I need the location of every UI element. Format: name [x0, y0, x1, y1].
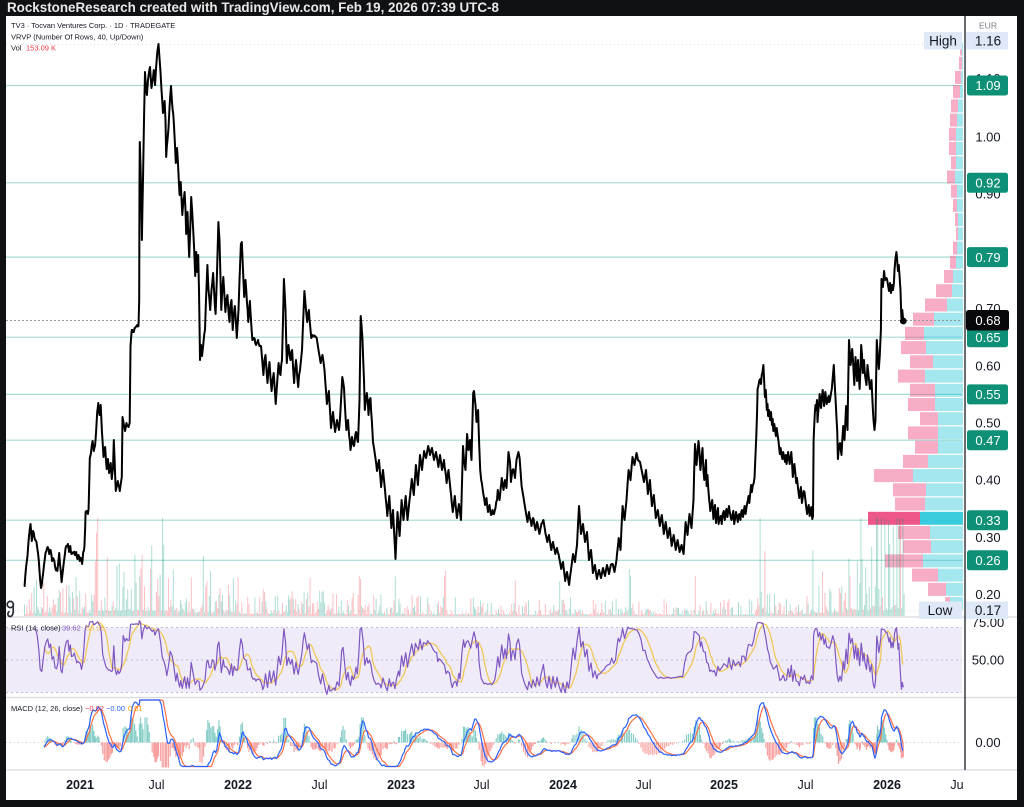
svg-text:Jul: Jul: [636, 778, 652, 792]
svg-text:153.09 K: 153.09 K: [26, 44, 56, 53]
svg-text:−0.00: −0.00: [106, 704, 125, 713]
svg-text:50.00: 50.00: [972, 653, 1005, 668]
svg-text:2026: 2026: [873, 778, 901, 792]
svg-text:High: High: [929, 34, 957, 49]
svg-text:2022: 2022: [224, 778, 252, 792]
svg-text:0.50: 0.50: [975, 416, 1000, 431]
svg-text:0.92: 0.92: [975, 175, 1000, 190]
svg-text:0.60: 0.60: [975, 358, 1000, 373]
svg-text:−0.02: −0.02: [85, 704, 104, 713]
svg-text:Low: Low: [928, 603, 953, 618]
svg-text:2023: 2023: [387, 778, 415, 792]
svg-text:Jul: Jul: [312, 778, 328, 792]
svg-text:0.65: 0.65: [975, 330, 1000, 345]
svg-text:0.26: 0.26: [975, 553, 1000, 568]
svg-text:0.30: 0.30: [975, 530, 1000, 545]
svg-text:MACD (12, 26, close): MACD (12, 26, close): [11, 704, 83, 713]
svg-text:0.17: 0.17: [975, 603, 1001, 618]
svg-text:0.01: 0.01: [128, 704, 143, 713]
svg-text:2024: 2024: [549, 778, 577, 792]
svg-text:2025: 2025: [710, 778, 738, 792]
svg-text:0.55: 0.55: [975, 387, 1000, 402]
svg-text:1.00: 1.00: [975, 130, 1000, 145]
svg-text:0.47: 0.47: [975, 433, 1000, 448]
svg-text:1.16: 1.16: [975, 34, 1001, 49]
svg-text:Ju: Ju: [950, 778, 963, 792]
svg-text:VRVP (Number Of Rows, 40, Up/D: VRVP (Number Of Rows, 40, Up/Down): [11, 33, 144, 42]
svg-text:RockstoneResearch created with: RockstoneResearch created with TradingVi…: [7, 0, 499, 15]
svg-text:Jul: Jul: [149, 778, 165, 792]
svg-text:EUR: EUR: [979, 21, 997, 31]
svg-text:TV3 · Tocvan Ventures Corp. ·: TV3 · Tocvan Ventures Corp. · 1D · TRADE…: [11, 21, 175, 30]
svg-text:0.20: 0.20: [975, 587, 1000, 602]
svg-text:RSI (14, close): RSI (14, close): [11, 624, 61, 633]
svg-text:Jul: Jul: [474, 778, 490, 792]
svg-text:39.62: 39.62: [62, 624, 81, 633]
svg-text:53.38: 53.38: [86, 624, 105, 633]
svg-text:Jul: Jul: [798, 778, 814, 792]
svg-text:0.00: 0.00: [975, 735, 1000, 750]
svg-text:0.33: 0.33: [975, 513, 1000, 528]
svg-text:0.79: 0.79: [975, 250, 1000, 265]
svg-text:Vol: Vol: [11, 44, 22, 53]
svg-text:2021: 2021: [66, 778, 94, 792]
svg-text:0.68: 0.68: [975, 313, 1000, 328]
svg-text:1.09: 1.09: [975, 78, 1000, 93]
svg-text:0.40: 0.40: [975, 473, 1000, 488]
